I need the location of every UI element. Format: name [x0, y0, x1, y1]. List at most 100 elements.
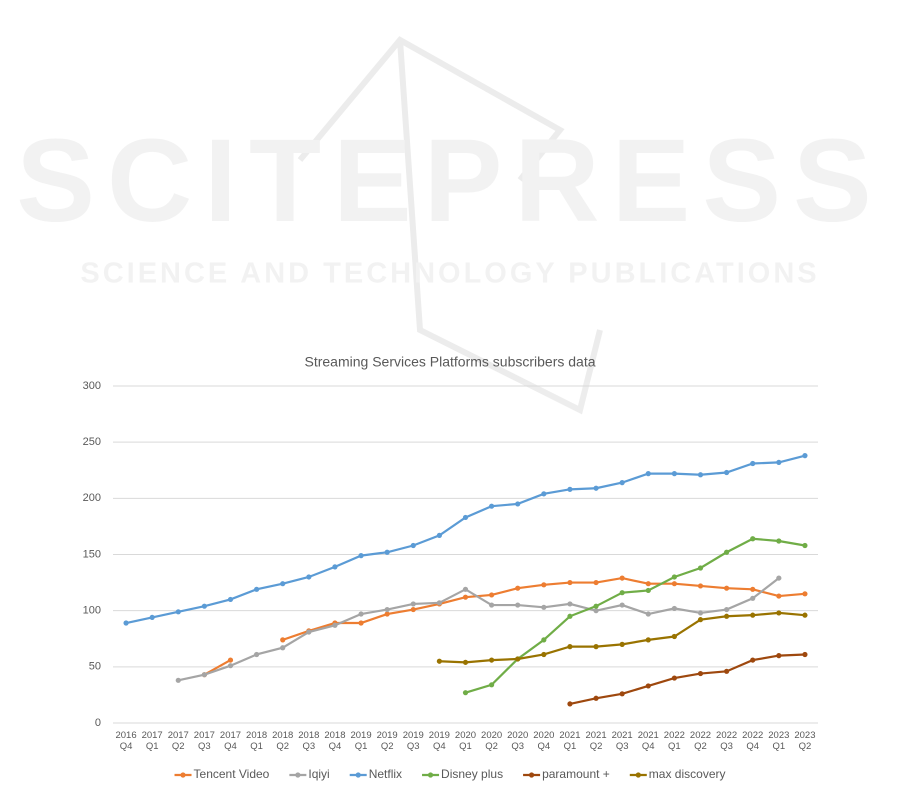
point — [724, 606, 730, 613]
x-tick-label: 2017 Q4 — [219, 730, 242, 752]
point — [384, 606, 390, 613]
point — [645, 611, 651, 617]
point — [227, 657, 234, 663]
point — [280, 581, 286, 587]
point — [410, 542, 416, 549]
x-tick-label: 2020 Q4 — [533, 730, 555, 752]
chart-title: Streaming Services Platforms subscribers… — [305, 354, 596, 370]
x-tick-label: 2018 Q1 — [246, 730, 268, 752]
point — [541, 604, 547, 610]
legend-marker — [180, 772, 186, 778]
x-tick-label: 2018 Q3 — [298, 730, 320, 752]
point — [201, 672, 207, 678]
point — [802, 651, 808, 658]
point — [593, 579, 599, 586]
x-tick-label: 2019 Q2 — [376, 730, 398, 752]
x-tick-label: 2016 Q4 — [115, 730, 137, 752]
legend-label: Iqiyi — [308, 767, 329, 781]
point — [697, 583, 704, 589]
point — [671, 605, 677, 612]
point — [724, 613, 730, 619]
point — [515, 656, 521, 662]
x-tick-label: 2021 Q4 — [637, 730, 659, 752]
x-tick-label: 2019 Q4 — [428, 730, 450, 752]
series-line — [569, 653, 805, 705]
point — [306, 574, 312, 580]
point — [462, 514, 469, 521]
point — [123, 620, 129, 626]
point — [515, 501, 521, 507]
point — [384, 611, 390, 617]
point — [436, 600, 442, 606]
point — [697, 617, 704, 623]
series-line — [439, 611, 806, 664]
x-tick-label: 2022 Q1 — [663, 730, 685, 752]
point — [619, 480, 625, 486]
point — [462, 659, 469, 665]
point — [697, 472, 704, 478]
point — [671, 581, 677, 587]
point — [671, 675, 677, 681]
point — [462, 594, 469, 600]
point — [776, 593, 782, 599]
point — [567, 613, 573, 619]
point — [280, 637, 286, 643]
point — [515, 585, 521, 591]
watermark-logo — [297, 36, 603, 415]
x-tick-label: 2018 Q2 — [272, 730, 294, 752]
point — [332, 622, 338, 628]
x-tick-label: 2020 Q3 — [507, 730, 529, 752]
point — [567, 701, 573, 707]
legend-marker — [295, 772, 301, 778]
point — [227, 663, 234, 669]
point — [541, 637, 547, 643]
point — [645, 637, 651, 643]
point — [175, 609, 181, 615]
point — [697, 610, 704, 616]
point — [697, 565, 704, 571]
point — [306, 629, 312, 635]
point — [436, 532, 442, 539]
point — [149, 614, 155, 621]
y-tick-label: 0 — [95, 717, 101, 729]
y-tick-label: 300 — [83, 380, 101, 392]
point — [489, 503, 495, 509]
point — [593, 608, 599, 614]
legend-label: max discovery — [649, 767, 726, 781]
x-tick-label: 2017 Q3 — [193, 730, 215, 752]
y-tick-label: 50 — [89, 661, 101, 673]
point — [489, 602, 495, 608]
series-line — [178, 577, 780, 682]
point — [567, 601, 573, 607]
point — [567, 644, 573, 650]
point — [410, 601, 416, 607]
x-tick-label: 2019 Q1 — [350, 730, 372, 752]
watermark-subtitle: SCIENCE AND TECHNOLOGY PUBLICATIONS — [80, 258, 819, 290]
x-tick-label: 2022 Q2 — [689, 730, 712, 752]
point — [489, 592, 495, 598]
point — [619, 602, 625, 608]
point — [593, 485, 599, 491]
x-tick-label: 2017 Q1 — [141, 730, 163, 752]
x-tick-label: 2023 Q2 — [794, 730, 816, 752]
point — [515, 602, 521, 608]
legend-marker — [427, 772, 434, 778]
point — [776, 653, 782, 659]
point — [254, 586, 260, 592]
point — [489, 657, 495, 663]
point — [619, 575, 625, 581]
point — [724, 668, 730, 674]
point — [645, 581, 651, 587]
point — [489, 682, 495, 688]
point — [593, 603, 599, 609]
point — [567, 486, 573, 492]
point — [280, 645, 286, 651]
point — [802, 591, 808, 597]
x-tick-label: 2023 Q1 — [768, 730, 790, 752]
point — [645, 683, 651, 689]
point — [750, 612, 756, 618]
legend-label: Netflix — [369, 767, 402, 781]
point — [358, 611, 364, 617]
